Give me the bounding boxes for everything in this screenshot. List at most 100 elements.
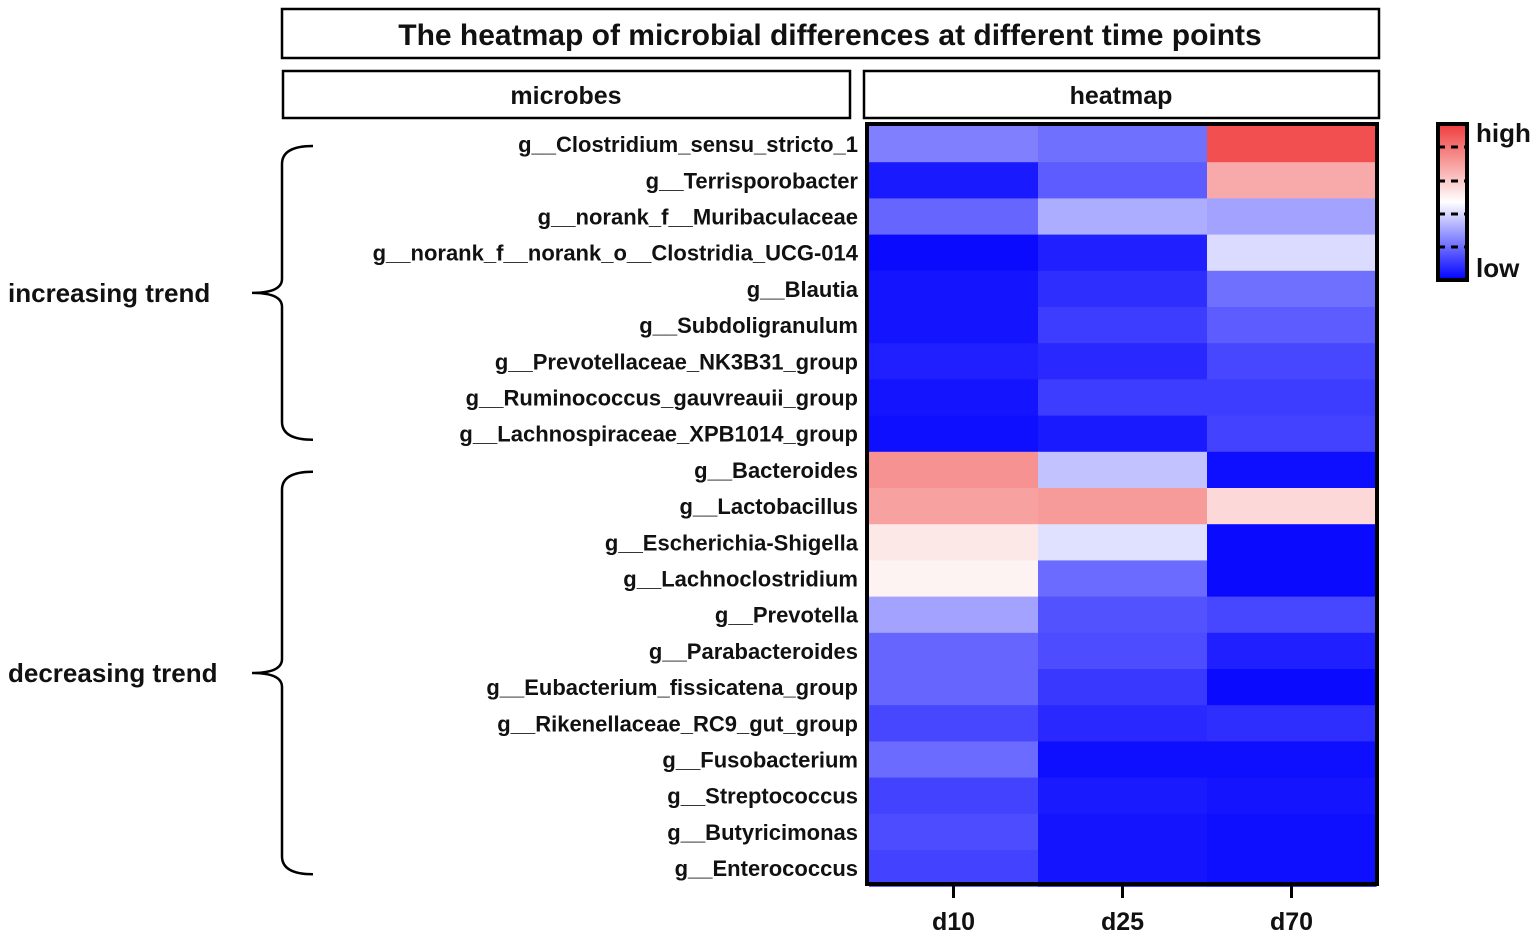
heatmap-cell: [1038, 162, 1208, 199]
row-label: g__Bacteroides: [694, 458, 858, 483]
group-label: increasing trend: [8, 278, 210, 308]
x-tick-label: d70: [1270, 908, 1313, 936]
heatmap-cell: [1038, 270, 1208, 308]
heatmap-frame: [865, 122, 1379, 886]
heatmap-cell: [1207, 270, 1377, 308]
row-labels: g__Clostridium_sensu_stricto_1 g__Terrisp…: [373, 132, 859, 881]
group-bracket: [251, 144, 314, 442]
heatmap-cell: [869, 234, 1039, 272]
row-label: g__Terrisporobacter: [646, 168, 859, 193]
heatmap-cell: [1038, 741, 1208, 779]
heatmap-cell: [869, 343, 1039, 380]
x-tick-label: d10: [932, 908, 975, 936]
heatmap-cell: [1038, 415, 1208, 453]
heatmap-cell: [1207, 488, 1377, 525]
heatmap-cell: [869, 850, 1039, 887]
heatmap-cell: [1038, 813, 1208, 851]
heatmap-cell: [869, 270, 1039, 308]
heatmap-cell: [869, 126, 1039, 163]
group-brackets: increasing trend decreasing trend: [8, 144, 314, 876]
group-label: decreasing trend: [8, 658, 218, 688]
row-label: g__Streptococcus: [667, 784, 858, 809]
heatmap-cell: [1207, 777, 1377, 815]
heatmap-cell: [1207, 669, 1377, 706]
row-label: g__Rikenellaceae_RC9_gut_group: [497, 711, 858, 736]
heatmap-cell: [869, 596, 1039, 634]
colorbar: [1436, 122, 1469, 282]
heatmap-cell: [1038, 777, 1208, 815]
heatmap-cell: [1038, 524, 1208, 561]
row-label: g__Lachnoclostridium: [623, 567, 858, 592]
heatmap-cell: [1038, 488, 1208, 525]
heatmap-cell: [1207, 741, 1377, 779]
heatmap-cell: [1207, 415, 1377, 453]
heatmap-cell: [1207, 850, 1377, 887]
heatmap-cell: [869, 198, 1039, 236]
heatmap-cell: [869, 560, 1039, 598]
heatmap-header-box: [862, 69, 1381, 120]
heatmap-cell: [1207, 813, 1377, 851]
heatmap-cell: [1207, 307, 1377, 344]
heatmap-cell: [1207, 198, 1377, 236]
heatmap-cell: [1207, 705, 1377, 742]
row-label: g__Lachnospiraceae_XPB1014_group: [459, 422, 858, 447]
row-label: g__Prevotella: [715, 603, 859, 628]
heatmap-cell: [869, 632, 1039, 670]
heatmap-cell: [1207, 524, 1377, 561]
x-tick-label: d25: [1101, 908, 1144, 936]
column-labels: d10 d25 d70: [932, 884, 1313, 936]
heatmap-cell: [869, 162, 1039, 199]
microbes-header: microbes: [510, 82, 621, 110]
heatmap-cell: [1038, 850, 1208, 887]
heatmap-cell: [869, 777, 1039, 815]
heatmap-cell: [1038, 198, 1208, 236]
heatmap-cell: [1038, 669, 1208, 706]
heatmap-cell: [1207, 632, 1377, 670]
row-label: g__Subdoligranulum: [639, 313, 858, 338]
heatmap-cell: [1038, 307, 1208, 344]
heatmap-cell: [1038, 234, 1208, 272]
heatmap-cell: [869, 379, 1039, 417]
row-label: g__norank_f__norank_o__Clostridia_UCG-01…: [373, 241, 859, 266]
heatmap-cell: [869, 813, 1039, 851]
group-bracket: [251, 470, 314, 876]
heatmap-cell: [1038, 560, 1208, 598]
colorbar-low-label: low: [1476, 253, 1520, 283]
row-label: g__Parabacteroides: [649, 639, 858, 664]
heatmap-cell: [1038, 126, 1208, 163]
heatmap-header: heatmap: [1070, 82, 1173, 110]
colorbar-ticks: [1438, 145, 1467, 249]
heatmap-cell: [869, 741, 1039, 779]
heatmap-cell: [1207, 560, 1377, 598]
heatmap-cell: [1207, 126, 1377, 163]
microbes-header-box: [281, 69, 852, 120]
row-label: g__Escherichia-Shigella: [605, 530, 859, 555]
heatmap-cell: [1207, 379, 1377, 417]
heatmap-cell: [1038, 632, 1208, 670]
chart-title: The heatmap of microbial differences at …: [398, 19, 1261, 52]
heatmap-cell: [869, 451, 1039, 489]
row-label: g__Lactobacillus: [679, 494, 858, 519]
heatmap-cell: [1038, 343, 1208, 380]
row-label: g__Eubacterium_fissicatena_group: [486, 675, 858, 700]
row-label: g__Ruminococcus_gauvreauii_group: [466, 386, 858, 411]
heatmap-cell: [1207, 343, 1377, 380]
heatmap-cell: [1207, 596, 1377, 634]
heatmap-cell: [1038, 379, 1208, 417]
heatmap-cell: [1207, 451, 1377, 489]
heatmap-cell: [869, 307, 1039, 344]
heatmap-cell: [1038, 451, 1208, 489]
row-label: g__Fusobacterium: [662, 748, 858, 773]
heatmap-cell: [1038, 596, 1208, 634]
heatmap-cell: [869, 415, 1039, 453]
row-label: g__Enterococcus: [675, 856, 858, 881]
row-label: g__Prevotellaceae_NK3B31_group: [495, 349, 858, 374]
heatmap-cell: [869, 524, 1039, 561]
heatmap-cell: [1207, 162, 1377, 199]
row-label: g__Butyricimonas: [667, 820, 858, 845]
heatmap-cell: [869, 488, 1039, 525]
row-label: g__norank_f__Muribaculaceae: [538, 205, 858, 230]
heatmap-cells: [869, 126, 1377, 887]
